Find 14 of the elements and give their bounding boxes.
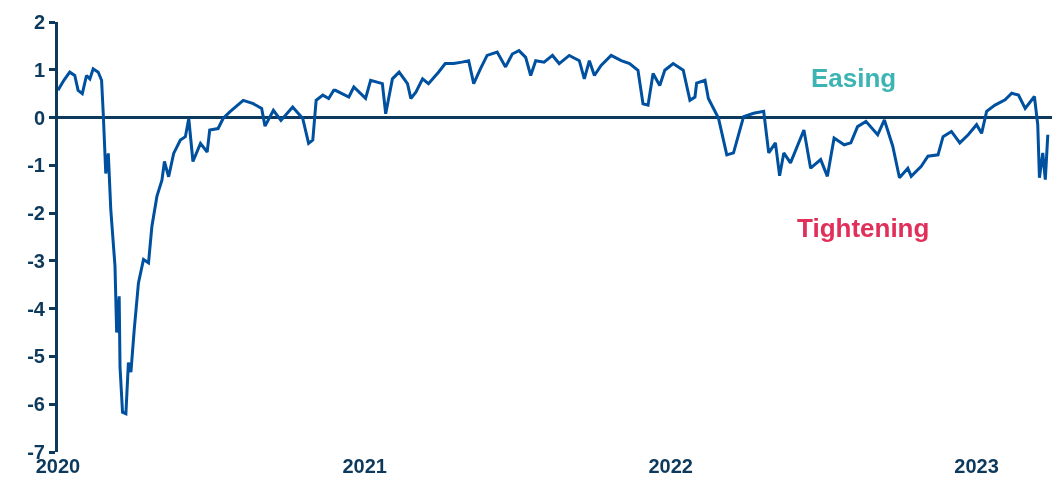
y-tick-label: 0 xyxy=(33,106,45,129)
x-tick-label: 2022 xyxy=(648,455,693,477)
y-tick-label: -3 xyxy=(27,249,45,272)
annotation: Tightening xyxy=(797,213,930,243)
x-tick-label: 2023 xyxy=(954,455,999,477)
y-tick-label: 2 xyxy=(33,11,45,33)
y-tick-label: -4 xyxy=(27,297,46,320)
y-tick-label: -1 xyxy=(27,154,45,177)
y-tick-label: -2 xyxy=(27,202,45,225)
y-tick-label: 1 xyxy=(33,58,45,81)
annotation: Easing xyxy=(811,63,897,93)
y-tick-label: -6 xyxy=(27,393,45,416)
y-tick-label: -5 xyxy=(27,345,45,368)
x-tick-label: 2021 xyxy=(342,455,387,477)
